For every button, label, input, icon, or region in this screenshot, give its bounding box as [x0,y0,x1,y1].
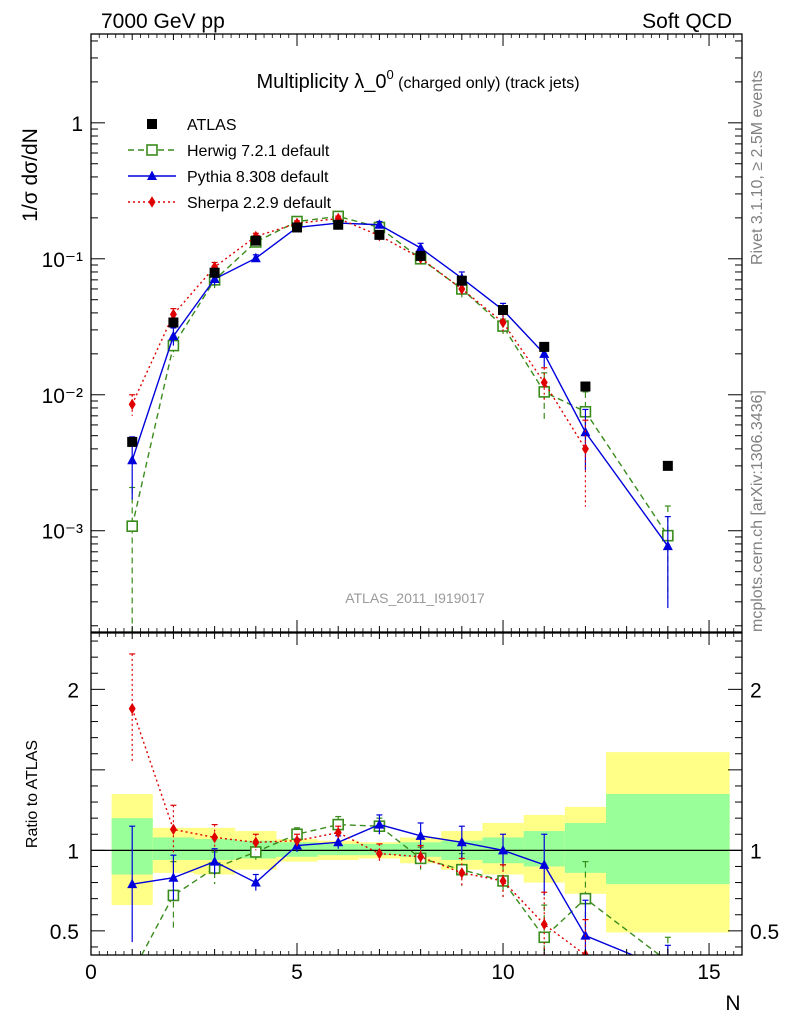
main-atlas-point [374,229,385,240]
ratio-sherpa-2-2-9-default-point [211,831,219,844]
ratio-herwig-7-2-1-default-point [250,846,262,858]
main-y-tick-label: 1 [71,113,83,136]
main-herwig-7-2-1-default-line [131,215,669,537]
ratio-pythia-8-308-default-point [498,844,509,855]
main-sherpa-2-2-9-default-point [540,376,548,389]
main-y-tick-label: 10⁻² [42,385,83,408]
ratio-herwig-7-2-1-default-point [663,956,673,966]
ratio-pythia-8-308-default-point [456,836,467,847]
x-tick-label: 0 [85,961,97,984]
ratio-y-tick-label-right: 2 [750,679,762,702]
main-sherpa-2-2-9-default-point [458,283,466,295]
main-y-tick-label: 10⁻¹ [42,249,83,272]
main-sherpa-2-2-9-default-point [581,443,589,455]
ratio-sherpa-2-2-9-default-point [128,702,136,715]
main-sherpa-2-2-9-default-point [499,316,507,329]
legend-atlas-marker [147,119,157,129]
ratio-pythia-8-308-default-point [539,859,550,869]
legend-atlas-label: ATLAS [187,117,237,134]
ratio-y-tick-label-left: 0.5 [50,921,79,944]
legend-herwig-7-2-1-default-label: Herwig 7.2.1 default [187,143,330,160]
ratio-y-tick-label-right: 0.5 [750,921,779,944]
legend-pythia-8-308-default-marker [147,170,157,180]
main-atlas-point [168,317,179,328]
ratio-pythia-8-308-default-point [127,878,138,889]
main-atlas-point [415,250,426,261]
main-pythia-8-308-default-point [127,454,138,465]
ratio-series-group [127,653,673,978]
main-plot-frame [90,33,743,633]
axes-group: 0 5 10 15 10⁻³ 10⁻² 10⁻¹ 1 0.5 0.5 1 1 2 2 [42,33,779,984]
ratio-sherpa-2-2-9-default-point [169,823,177,836]
header-right: Soft QCD [642,10,732,33]
legend-pythia-8-308-default-label: Pythia 8.308 default [187,169,329,186]
ratio-sherpa-2-2-9-default-point [334,826,342,839]
rivet-label: Rivet 3.1.10, ≥ 2.5M events [749,70,766,265]
header-left: 7000 GeV pp [101,10,225,33]
ratio-pythia-8-308-default-point [168,872,179,882]
ratio-sherpa-2-2-9-default-point [252,836,260,849]
mcplots-label: mcplots.cern.ch [arXiv:1306.3436] [749,390,766,632]
ratio-pythia-8-308-default-point [663,964,673,974]
ratio-sherpa-2-2-9-default-point [375,847,383,860]
ratio-herwig-7-2-1-default-point [127,968,137,978]
ratio-plot-frame [90,632,743,956]
ratio-band-inner [317,843,359,856]
ratio-sherpa-2-2-9-default-point [540,918,548,931]
main-pythia-8-308-default-point [374,219,385,229]
legend-sherpa-2-2-9-default-marker [148,196,156,208]
main-pythia-8-308-default-point [209,273,220,284]
ratio-pythia-8-308-default-point [415,830,426,840]
main-pythia-8-308-default-point [415,242,426,253]
ratio-sherpa-2-2-9-default-point [458,867,466,879]
ratio-sherpa-2-2-9-default-point [417,851,425,863]
ratio-pythia-8-308-default-point [250,877,261,887]
main-pythia-8-308-default-point [662,540,673,551]
main-atlas-point [539,341,550,352]
main-atlas-point [292,222,303,233]
ratio-pythia-8-308-default-point [333,836,344,847]
ratio-y-tick-label-left: 1 [67,840,79,863]
main-sherpa-2-2-9-default-point [128,398,136,411]
title-main: Multiplicity λ_0 [256,71,386,93]
ratio-sherpa-2-2-9-default-point [499,875,507,887]
main-pythia-8-308-default-point [250,252,261,263]
legend: ATLAS Herwig 7.2.1 default Pythia 8.308 de… [128,117,332,212]
main-series-group [126,210,674,632]
x-tick-label: 5 [291,961,303,984]
main-y-tick-label: 10⁻³ [42,521,83,544]
ratio-band-inner [606,794,730,885]
ratio-y-tick-label-left: 2 [67,679,79,702]
main-atlas-point [209,267,220,278]
ratio-sherpa-2-2-9-default-point [293,834,301,847]
legend-sherpa-2-2-9-default-label: Sherpa 2.2.9 default [187,195,332,212]
chart-title: Multiplicity λ_00 (charged only) (track … [256,67,579,93]
x-axis-label: N [725,992,740,1015]
ratio-pythia-8-308-default-point [209,856,220,866]
x-tick-label: 15 [697,961,720,984]
main-pythia-8-308-default-point [168,330,179,341]
ratio-ylabel: Ratio to ATLAS [24,740,41,848]
main-sherpa-2-2-9-default-line [131,217,587,450]
main-atlas-point [127,436,138,447]
ratio-y-tick-label-right: 1 [750,840,762,863]
main-sherpa-2-2-9-default-point [169,308,177,321]
main-ylabel: 1/σ dσ/dN [19,128,42,222]
main-atlas-point [333,219,344,230]
main-atlas-point [662,460,673,471]
x-tick-label: 10 [491,961,514,984]
title-suffix: (charged only) (track jets) [394,75,580,92]
ratio-band-inner [152,837,195,861]
main-pythia-8-308-default-point [539,348,550,358]
title-superscript: 0 [386,67,393,82]
legend-herwig-7-2-1-default-marker [146,144,158,156]
main-atlas-point [456,275,467,286]
main-atlas-point [580,381,591,392]
main-herwig-7-2-1-default-point [126,520,139,532]
main-atlas-point [498,305,509,316]
main-atlas-point [250,235,261,246]
analysis-watermark: ATLAS_2011_I919017 [345,590,485,606]
ratio-pythia-8-308-default-point [374,819,385,829]
